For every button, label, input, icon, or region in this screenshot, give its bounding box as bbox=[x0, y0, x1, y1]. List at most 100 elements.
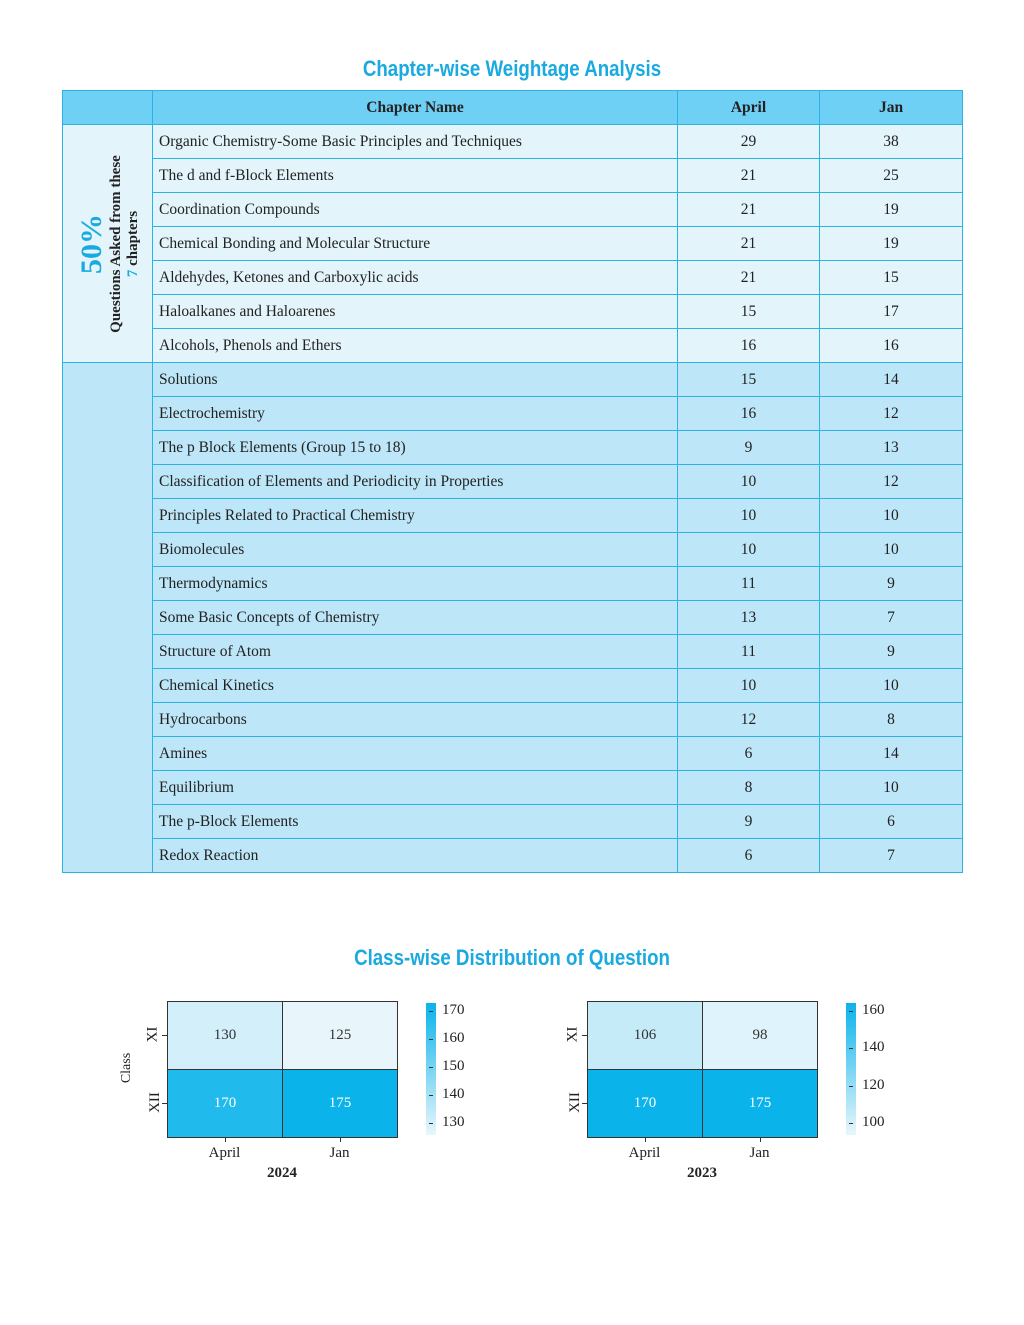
colorbar-tick bbox=[429, 1039, 433, 1040]
table-row: Aldehydes, Ketones and Carboxylic acids 2… bbox=[63, 260, 963, 295]
y-tick bbox=[582, 1103, 587, 1104]
jan-count: 10 bbox=[819, 770, 963, 805]
table-title: Chapter-wise Weightage Analysis bbox=[362, 56, 662, 81]
percent-label: 50% bbox=[74, 213, 108, 274]
x-tick bbox=[759, 1137, 761, 1142]
jan-count: 38 bbox=[819, 124, 963, 159]
colorbar-tick bbox=[849, 1011, 853, 1012]
colorbar bbox=[426, 1003, 436, 1135]
april-count: 16 bbox=[677, 328, 820, 363]
jan-count: 9 bbox=[819, 634, 963, 669]
april-count: 6 bbox=[677, 736, 820, 771]
colorbar-tick bbox=[429, 1123, 433, 1124]
heatmap-cell: 175 bbox=[702, 1069, 818, 1138]
table-row: Alcohols, Phenols and Ethers 16 16 bbox=[63, 328, 963, 363]
colorbar-tick-label: 160 bbox=[862, 1002, 885, 1018]
colorbar bbox=[846, 1003, 856, 1135]
table-row: Redox Reaction 6 7 bbox=[63, 838, 963, 873]
jan-count: 16 bbox=[819, 328, 963, 363]
heatmap-cell: 175 bbox=[282, 1069, 398, 1138]
colorbar-tick-label: 150 bbox=[442, 1058, 465, 1074]
table-row: Electrochemistry 16 12 bbox=[63, 396, 963, 431]
colorbar-tick bbox=[849, 1085, 853, 1087]
table-row: Chemical Bonding and Molecular Structure… bbox=[63, 226, 963, 261]
april-count: 15 bbox=[677, 362, 820, 397]
chapter-name: Alcohols, Phenols and Ethers bbox=[152, 328, 678, 363]
chapter-name: Structure of Atom bbox=[152, 634, 678, 669]
chapter-name: Thermodynamics bbox=[152, 566, 678, 601]
x-tick bbox=[339, 1137, 341, 1142]
x-axis-title: 2024 bbox=[267, 1165, 297, 1181]
april-count: 9 bbox=[677, 804, 820, 839]
heatmap-cell: 130 bbox=[167, 1001, 283, 1070]
chapter-name: Some Basic Concepts of Chemistry bbox=[152, 600, 678, 635]
april-count: 15 bbox=[677, 294, 820, 329]
april-count: 13 bbox=[677, 600, 820, 635]
jan-count: 17 bbox=[819, 294, 963, 329]
weightage-table: Chapter Name April Jan 50% Questions Aske… bbox=[62, 90, 963, 873]
colorbar-tick-label: 140 bbox=[442, 1086, 465, 1102]
table-row: Chemical Kinetics 10 10 bbox=[63, 668, 963, 703]
table-row: Principles Related to Practical Chemistr… bbox=[63, 498, 963, 533]
x-tick-label: Jan bbox=[329, 1145, 350, 1161]
side-label-line2: chapters bbox=[124, 210, 140, 270]
x-tick-label: April bbox=[208, 1145, 241, 1161]
jan-count: 19 bbox=[819, 192, 963, 227]
chapter-name: Equilibrium bbox=[152, 770, 678, 805]
april-count: 21 bbox=[677, 158, 820, 193]
side-label-count: 7 bbox=[124, 269, 140, 277]
chart-title: Class-wise Distribution of Question bbox=[354, 945, 670, 970]
heatmap-cell: 125 bbox=[282, 1001, 398, 1070]
colorbar-tick bbox=[849, 1123, 853, 1124]
x-axis-title: 2023 bbox=[687, 1165, 717, 1181]
april-count: 10 bbox=[677, 668, 820, 703]
colorbar-tick-label: 140 bbox=[862, 1039, 885, 1056]
april-count: 29 bbox=[677, 124, 820, 159]
table-row: The p Block Elements (Group 15 to 18) 9 13 bbox=[63, 430, 963, 465]
april-count: 10 bbox=[677, 464, 820, 499]
y-tick-label: XI bbox=[144, 1026, 161, 1043]
chapter-name: Haloalkanes and Haloarenes bbox=[152, 294, 678, 329]
side-label-cell: 50% Questions Asked from these 7 chapters bbox=[62, 124, 153, 363]
chapter-name: Principles Related to Practical Chemistr… bbox=[152, 498, 678, 533]
april-count: 10 bbox=[677, 498, 820, 533]
y-tick bbox=[162, 1103, 167, 1104]
april-count: 8 bbox=[677, 770, 820, 805]
april-count: 6 bbox=[677, 838, 820, 873]
jan-count: 14 bbox=[819, 362, 963, 397]
table-row: 50% Questions Asked from these 7 chapters O… bbox=[62, 124, 963, 363]
side-label-line1: Questions Asked from these bbox=[107, 154, 124, 333]
table-row: Biomolecules 10 10 bbox=[63, 532, 963, 567]
jan-count: 10 bbox=[819, 668, 963, 703]
heatmap-cell: 170 bbox=[167, 1069, 283, 1138]
colorbar-tick-label: 160 bbox=[442, 1030, 465, 1046]
chapter-name: Solutions bbox=[152, 362, 678, 397]
jan-count: 25 bbox=[819, 158, 963, 193]
table-row: Coordination Compounds 21 19 bbox=[63, 192, 963, 227]
chapter-name: Biomolecules bbox=[152, 532, 678, 567]
header-chapter: Chapter Name bbox=[152, 90, 678, 125]
april-count: 11 bbox=[677, 566, 820, 601]
side-blank-cell bbox=[62, 362, 153, 873]
april-count: 21 bbox=[677, 192, 820, 227]
jan-count: 13 bbox=[819, 430, 963, 465]
april-count: 21 bbox=[677, 226, 820, 261]
jan-count: 7 bbox=[819, 600, 963, 635]
april-count: 9 bbox=[677, 430, 820, 465]
chapter-name: Electrochemistry bbox=[152, 396, 678, 431]
table-row: The p-Block Elements 9 6 bbox=[63, 804, 963, 839]
april-count: 10 bbox=[677, 532, 820, 567]
table-header-row: Chapter Name April Jan bbox=[62, 90, 963, 125]
y-axis-title: Class bbox=[119, 1052, 135, 1084]
chapter-name: The p-Block Elements bbox=[152, 804, 678, 839]
colorbar-tick bbox=[429, 1095, 433, 1096]
colorbar-tick-label: 170 bbox=[442, 1002, 465, 1018]
table-row: Thermodynamics 11 9 bbox=[63, 566, 963, 601]
chapter-name: The p Block Elements (Group 15 to 18) bbox=[152, 430, 678, 465]
header-blank bbox=[62, 90, 153, 125]
jan-count: 8 bbox=[819, 702, 963, 737]
colorbar-tick-label: 130 bbox=[442, 1114, 465, 1130]
colorbar-tick-label: 100 bbox=[862, 1114, 885, 1130]
chapter-name: Chemical Kinetics bbox=[152, 668, 678, 703]
x-tick bbox=[224, 1137, 226, 1142]
